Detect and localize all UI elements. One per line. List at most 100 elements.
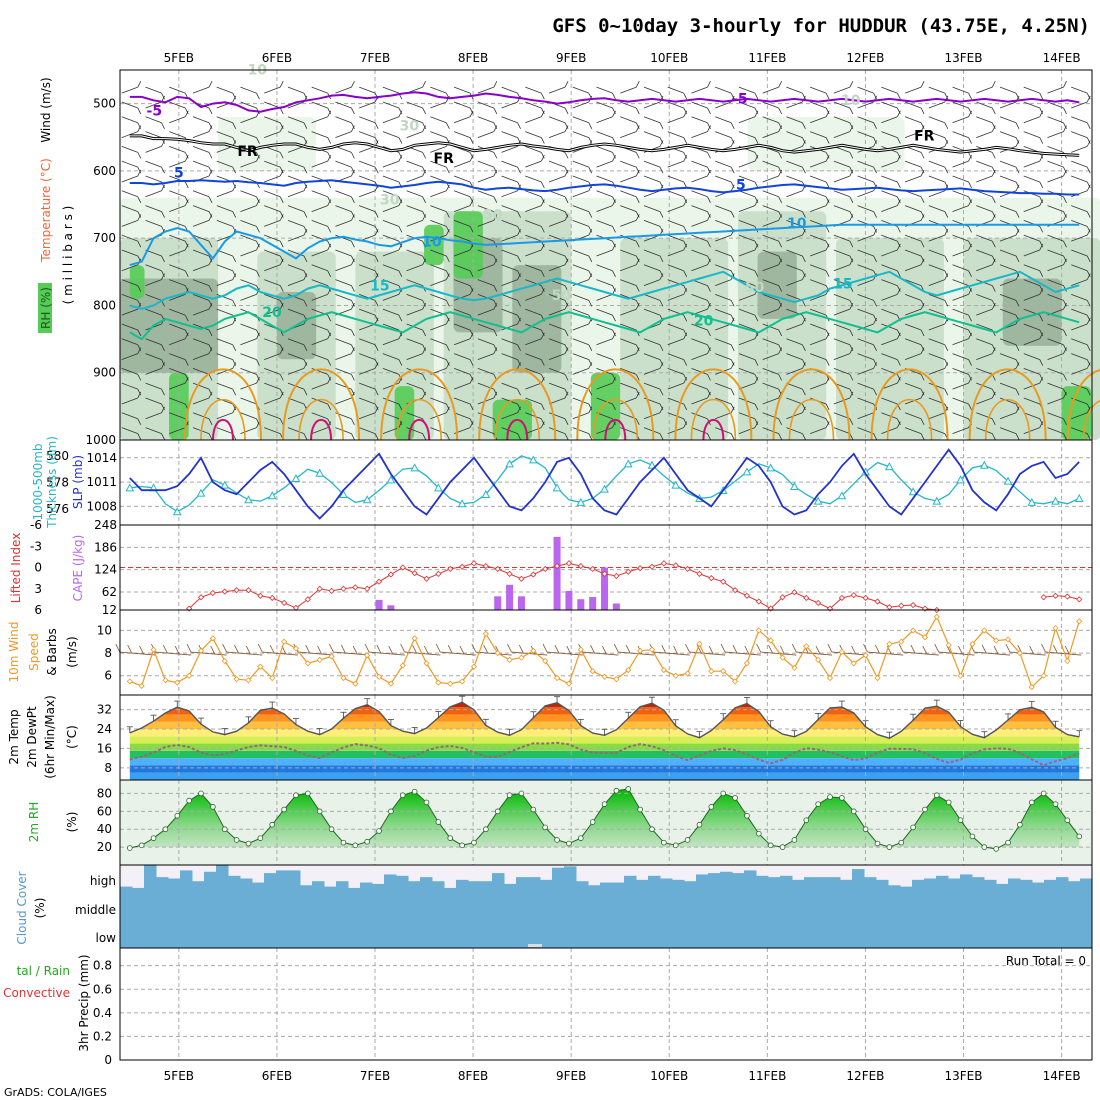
wind-barb-flag xyxy=(778,329,783,337)
wind-barb xyxy=(833,190,851,198)
wind-barb xyxy=(928,131,945,138)
wind-barb xyxy=(691,397,708,405)
wind-barb-flag xyxy=(398,270,403,277)
wind-barb xyxy=(643,160,661,168)
wind-barb-flag xyxy=(944,273,949,280)
axis-label-rh2m: 2m RH xyxy=(27,802,41,843)
wind-barb xyxy=(430,220,447,227)
wind-speed-marker xyxy=(435,679,442,686)
wind-barb-flag xyxy=(707,167,711,174)
surface-barb xyxy=(784,653,797,656)
cloud-high-bar xyxy=(672,879,685,892)
cloud-high-bar xyxy=(252,882,265,892)
wind-barb xyxy=(382,190,400,198)
wind-barb-flag xyxy=(825,110,830,117)
wind-barb-flag xyxy=(991,418,996,425)
thickness-marker xyxy=(623,459,633,468)
wind-barb-flag xyxy=(825,152,830,159)
rh-marker xyxy=(447,835,454,841)
wind-barb xyxy=(952,427,969,434)
surface-barb-flag xyxy=(554,644,560,654)
surface-barb xyxy=(903,651,916,654)
wind-barb-flag xyxy=(635,347,640,354)
wind-barb-flag xyxy=(1086,122,1091,129)
wind-barb xyxy=(501,175,518,183)
wind-barb-flag xyxy=(374,137,379,144)
wind-barb-flag xyxy=(1063,169,1067,177)
wind-barb xyxy=(786,353,803,360)
wind-barb-flag xyxy=(303,93,308,100)
thickness-marker xyxy=(125,483,135,492)
wind-barb-flag xyxy=(778,196,783,203)
wind-barb-flag xyxy=(802,270,806,277)
wind-barb xyxy=(145,264,162,272)
wind-barb-flag xyxy=(991,303,996,310)
rh-marker xyxy=(815,801,821,807)
cape-bar xyxy=(565,590,573,610)
wind-barb xyxy=(453,249,471,257)
wind-barb xyxy=(287,368,305,375)
wind-barb xyxy=(976,427,993,434)
wind-barb-flag xyxy=(351,81,355,88)
wind-barb xyxy=(382,220,400,227)
wind-barb-flag xyxy=(351,107,355,115)
lifted-index-marker xyxy=(755,598,762,605)
wind-barb xyxy=(572,86,589,94)
wind-barb-flag xyxy=(303,359,308,366)
wind-barb xyxy=(382,279,400,286)
wind-barb-flag xyxy=(683,403,688,411)
wind-barb-flag xyxy=(327,377,332,384)
surface-barb xyxy=(630,652,643,655)
lifted-index-marker xyxy=(257,592,264,599)
wind-barb xyxy=(715,294,732,301)
wind-barb xyxy=(145,368,162,375)
cape-bar xyxy=(612,603,620,610)
wind-barb-flag xyxy=(635,255,640,263)
wind-barb xyxy=(169,190,186,198)
wind-barb xyxy=(477,264,494,272)
rh-marker xyxy=(957,817,964,824)
wind-barb-flag xyxy=(374,315,379,322)
wind-barb xyxy=(786,249,803,257)
wind-barb-flag xyxy=(1086,226,1091,233)
wind-barb-flag xyxy=(1086,362,1091,369)
wind-barb xyxy=(430,116,447,124)
wind-barb-flag xyxy=(612,288,616,295)
wind-barb-flag xyxy=(564,374,569,381)
wind-barb-flag xyxy=(398,152,403,159)
wind-barb-flag xyxy=(517,315,521,322)
wind-barb-flag xyxy=(351,214,355,221)
cape-bar xyxy=(494,596,502,610)
wind-barb-flag xyxy=(446,184,450,191)
wind-barb xyxy=(525,294,542,301)
wind-barb xyxy=(715,175,732,183)
rh-shading xyxy=(620,238,729,440)
wind-barb xyxy=(430,397,447,405)
wind-barb xyxy=(620,382,637,390)
wind-barb-flag xyxy=(1086,433,1091,440)
rh-marker xyxy=(637,806,643,813)
wind-barb xyxy=(1023,234,1040,242)
run-total-label: Run Total = 0 xyxy=(1006,954,1086,968)
rh-marker xyxy=(530,806,537,813)
wind-barb xyxy=(216,116,233,124)
cape-tick-label: 186 xyxy=(94,540,117,554)
wind-barb-flag xyxy=(1063,433,1067,440)
wind-barb-flag xyxy=(635,169,640,177)
wind-barb xyxy=(810,160,827,168)
wind-barb xyxy=(453,175,471,183)
wind-barb xyxy=(833,101,851,109)
wind-barb-flag xyxy=(208,196,213,203)
wind-barb xyxy=(169,353,186,360)
wind-barb xyxy=(453,368,471,375)
wind-barb-flag xyxy=(968,241,972,248)
wind-barb-flag xyxy=(184,285,189,292)
temp-contour-25-inner xyxy=(690,399,737,441)
wind-barb-flag xyxy=(208,389,213,396)
wind-barb xyxy=(430,353,447,360)
wind-barb-flag xyxy=(1086,211,1091,218)
wind-barb-flag xyxy=(612,226,616,233)
lifted-index-marker xyxy=(542,565,549,572)
wind-barb xyxy=(1047,368,1064,375)
wind-barb-flag xyxy=(588,255,593,263)
